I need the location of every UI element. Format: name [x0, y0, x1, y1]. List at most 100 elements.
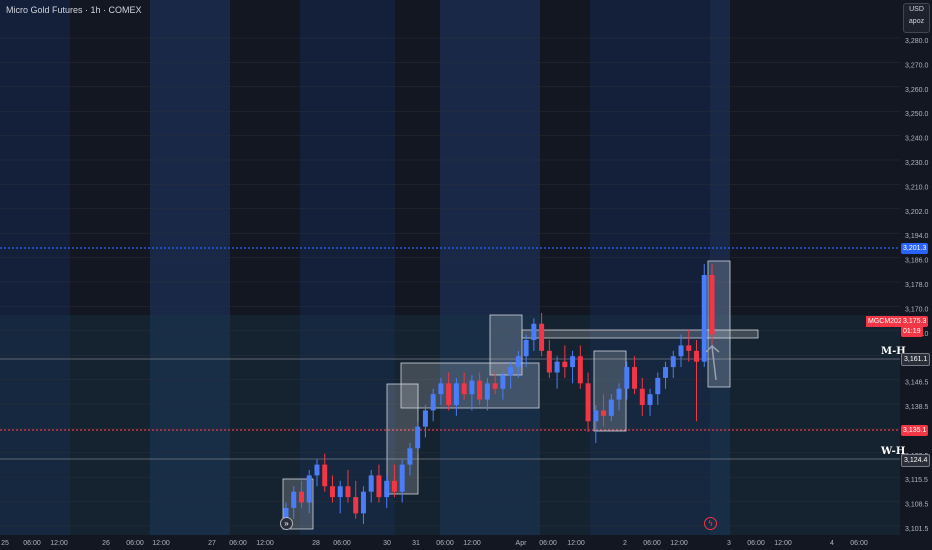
y-tick-label: 3,170.0 — [905, 306, 928, 313]
candle-body — [345, 486, 351, 498]
x-tick-label: 06:00 — [643, 540, 661, 547]
x-tick-label: 27 — [208, 540, 216, 547]
candle-body — [477, 380, 483, 400]
candle-body — [531, 323, 537, 340]
x-tick-label: 4 — [830, 540, 834, 547]
candle-body — [694, 350, 700, 362]
candle-body — [709, 275, 715, 335]
x-tick-label: 12:00 — [670, 540, 688, 547]
candle-body — [384, 480, 390, 498]
y-tick-label: 3,101.5 — [905, 526, 928, 533]
candle-body — [601, 410, 607, 416]
flash-icon[interactable]: ϟ — [704, 517, 717, 530]
x-tick-label: 12:00 — [567, 540, 585, 547]
price-axis — [900, 0, 932, 550]
candle-body — [663, 367, 669, 378]
candle-body — [453, 383, 459, 405]
candle-body — [291, 491, 297, 508]
session-band — [590, 0, 710, 535]
x-tick-label: 3 — [727, 540, 731, 547]
go-to-realtime-button[interactable]: » — [280, 517, 293, 530]
x-tick-label: 28 — [312, 540, 320, 547]
y-tick-label: 3,240.0 — [905, 136, 928, 143]
y-tick-label: 3,178.0 — [905, 282, 928, 289]
candle-body — [639, 388, 645, 405]
candle-body — [461, 383, 467, 395]
x-tick-label: 12:00 — [50, 540, 68, 547]
candle-body — [306, 475, 312, 503]
y-tick-label: 3,280.0 — [905, 38, 928, 45]
candle-body — [608, 399, 614, 416]
candle-body — [484, 383, 490, 400]
candle-body — [314, 464, 320, 476]
y-tick-label: 3,210.0 — [905, 184, 928, 191]
x-tick-label: Apr — [516, 540, 528, 547]
candle-body — [701, 275, 707, 362]
candle-body — [577, 356, 583, 384]
candle-body — [438, 383, 444, 395]
candle-body — [399, 464, 405, 492]
candle-body — [523, 340, 529, 357]
x-tick-label: 06:00 — [747, 540, 765, 547]
x-tick-label: 26 — [102, 540, 110, 547]
y-tick-label: 3,270.0 — [905, 62, 928, 69]
candle-body — [647, 394, 653, 405]
x-tick-label: 06:00 — [333, 540, 351, 547]
x-tick-label: 2 — [623, 540, 627, 547]
y-tick-label: 3,115.5 — [905, 477, 928, 484]
y-tick-label: 3,202.0 — [905, 209, 928, 216]
mh-level-tag: 3,161.1 — [901, 353, 931, 366]
y-tick-label: 3,250.0 — [905, 111, 928, 118]
candle-body — [554, 361, 560, 373]
candle-body — [570, 356, 576, 368]
candle-body — [422, 410, 428, 427]
candle-body — [624, 367, 630, 389]
candle-body — [562, 361, 568, 368]
candle-body — [469, 380, 475, 395]
y-tick-label: 3,194.0 — [905, 233, 928, 240]
currency-settings-button[interactable]: USD apoz — [903, 3, 930, 33]
candle-body — [430, 394, 436, 411]
candle-body — [337, 486, 343, 498]
session-band — [150, 0, 230, 535]
x-tick-label: 06:00 — [436, 540, 454, 547]
candle-body — [329, 486, 335, 498]
candle-body — [616, 388, 622, 400]
candle-body — [686, 345, 692, 351]
x-tick-label: 31 — [412, 540, 420, 547]
candle-body — [492, 383, 498, 389]
blue-level-tag: 3,201.3 — [901, 243, 929, 254]
session-band — [300, 0, 395, 535]
x-tick-label: 12:00 — [256, 540, 274, 547]
red-level-tag: 3,135.1 — [901, 425, 929, 436]
session-band — [440, 0, 540, 535]
countdown-tag: 01:19 — [901, 326, 923, 337]
last-price-tag: 3,175.3 — [901, 316, 929, 327]
session-band — [0, 0, 70, 535]
candle-body — [446, 383, 452, 405]
x-tick-label: 30 — [383, 540, 391, 547]
candle-body — [655, 377, 661, 395]
x-tick-label: 12:00 — [463, 540, 481, 547]
x-tick-label: 06:00 — [23, 540, 41, 547]
candle-body — [415, 426, 421, 449]
candle-body — [546, 350, 552, 373]
currency-label: USD — [909, 6, 924, 13]
y-tick-label: 3,146.5 — [905, 380, 928, 387]
annotation-box — [521, 329, 759, 339]
candle-body — [368, 475, 374, 492]
candle-body — [353, 497, 359, 514]
wh-label: W-H — [881, 446, 906, 457]
candle-body — [508, 367, 514, 376]
session-band — [710, 0, 730, 535]
candle-body — [298, 491, 304, 503]
candle-body — [632, 367, 638, 389]
candle-body — [360, 491, 366, 514]
candle-body — [376, 475, 382, 498]
candle-body — [678, 345, 684, 357]
user-label: apoz — [908, 18, 925, 25]
x-tick-label: 06:00 — [229, 540, 247, 547]
x-tick-label: 06:00 — [126, 540, 144, 547]
